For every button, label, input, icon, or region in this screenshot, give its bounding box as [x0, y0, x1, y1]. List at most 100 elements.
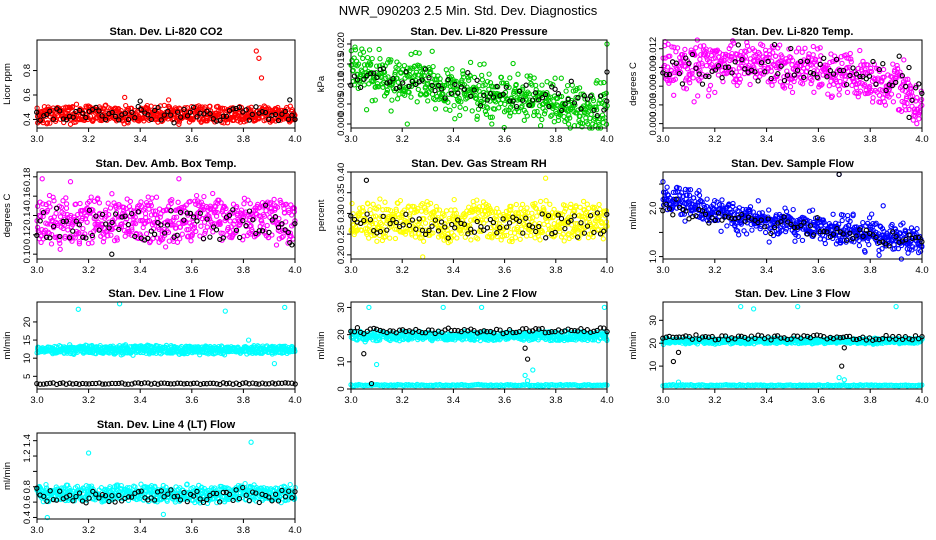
- data-point: [799, 237, 806, 244]
- data-point: [534, 108, 540, 115]
- data-point: [360, 49, 367, 55]
- y-tick-label: 0.25: [336, 225, 347, 244]
- data-point: [134, 109, 140, 115]
- data-point: [227, 229, 233, 235]
- data-point: [45, 221, 51, 227]
- data-point: [696, 78, 702, 84]
- y-tick-label: 0.020: [336, 32, 347, 56]
- data-point: [903, 83, 909, 90]
- data-point: [724, 223, 730, 229]
- data-point: [57, 240, 63, 246]
- data-point: [868, 68, 875, 75]
- data-point: [876, 66, 882, 73]
- data-point: [60, 225, 66, 232]
- data-point: [291, 209, 297, 215]
- x-tick-label: 3.8: [549, 134, 562, 145]
- data-point: [586, 231, 593, 237]
- data-point: [50, 194, 56, 200]
- data-point: [272, 111, 279, 118]
- x-tick-label: 3.6: [185, 395, 198, 406]
- data-point: [203, 117, 210, 123]
- data-point: [220, 235, 226, 241]
- data-point: [575, 94, 581, 101]
- data-point: [906, 64, 912, 71]
- data-point: [432, 217, 439, 223]
- x-tick-label: 4.0: [600, 265, 613, 276]
- data-point: [162, 244, 169, 250]
- data-point: [425, 98, 431, 104]
- data-point: [664, 77, 671, 84]
- data-point: [384, 87, 391, 93]
- data-point: [481, 61, 487, 67]
- data-point: [827, 67, 833, 74]
- data-point: [429, 48, 435, 54]
- x-tick-label: 3.4: [134, 265, 147, 276]
- data-point: [772, 222, 778, 229]
- data-point: [462, 106, 469, 112]
- data-point: [719, 75, 725, 81]
- data-point: [433, 203, 439, 210]
- data-point: [489, 235, 495, 241]
- data-point: [107, 205, 114, 211]
- data-point: [465, 70, 471, 76]
- data-point: [507, 113, 513, 119]
- data-point: [486, 71, 492, 77]
- data-point: [508, 207, 514, 213]
- data-point: [37, 218, 43, 224]
- data-point: [413, 49, 419, 56]
- data-point: [89, 106, 96, 113]
- data-point: [665, 191, 671, 198]
- data-point: [730, 200, 736, 207]
- data-point: [452, 116, 458, 122]
- data-point: [575, 107, 581, 113]
- data-point: [420, 238, 427, 244]
- data-point: [561, 208, 568, 215]
- data-point: [412, 234, 419, 240]
- data-point: [88, 194, 94, 200]
- data-point: [455, 217, 461, 223]
- data-point: [177, 236, 183, 242]
- data-point: [237, 234, 243, 241]
- data-point: [598, 80, 604, 86]
- data-point: [415, 206, 421, 212]
- data-point: [718, 228, 724, 234]
- x-tick-label: 3.2: [82, 395, 95, 406]
- data-point: [840, 67, 847, 74]
- data-point: [527, 73, 533, 79]
- data-point: [75, 211, 81, 218]
- data-point: [567, 204, 574, 211]
- data-point: [588, 111, 594, 118]
- data-point: [436, 82, 442, 89]
- data-point: [267, 200, 274, 206]
- data-point: [377, 228, 384, 235]
- data-point: [601, 228, 607, 234]
- data-point: [880, 61, 886, 67]
- data-point: [842, 73, 848, 79]
- data-point: [169, 196, 175, 203]
- data-point: [754, 57, 761, 63]
- data-point: [365, 201, 371, 207]
- data-point: [794, 67, 801, 73]
- data-point: [201, 193, 207, 200]
- data-point: [194, 218, 200, 224]
- y-tick-label: 0.20: [336, 246, 347, 265]
- data-point: [476, 207, 482, 213]
- data-point: [102, 116, 109, 123]
- data-point: [585, 121, 591, 127]
- panel-title: Stan. Dev. Li-820 Pressure: [410, 26, 547, 38]
- x-tick-label: 3.2: [708, 265, 721, 276]
- data-point: [76, 241, 83, 247]
- data-point: [204, 224, 210, 230]
- data-point: [125, 105, 132, 112]
- data-point: [47, 108, 53, 114]
- data-point: [220, 113, 226, 119]
- data-point: [418, 208, 425, 214]
- data-point: [394, 226, 400, 232]
- data-point: [866, 241, 872, 248]
- data-point: [596, 100, 602, 106]
- data-point: [507, 75, 513, 81]
- x-tick-label: 3.0: [30, 134, 43, 145]
- data-point: [458, 230, 464, 236]
- data-point: [443, 106, 449, 112]
- data-point: [349, 62, 355, 68]
